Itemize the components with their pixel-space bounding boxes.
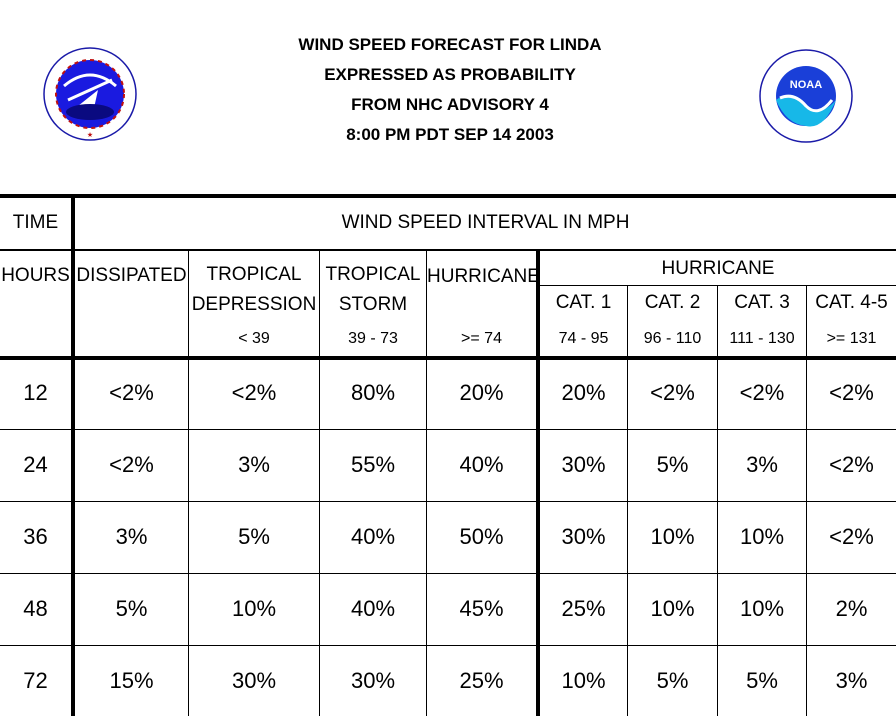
probability-cell: <2% (829, 524, 874, 549)
interval-header: WIND SPEED INTERVAL IN MPH (341, 212, 630, 233)
cat45-header: CAT. 4-5 (815, 292, 888, 313)
probability-cell: <2% (231, 380, 277, 405)
probability-cell: <2% (650, 380, 695, 405)
svg-text:NOAA: NOAA (790, 79, 822, 91)
ts-header-line2: STORM (338, 294, 408, 315)
probability-cell: 80% (350, 380, 396, 405)
hours-cell: 12 (23, 380, 48, 405)
td-header-line1: TROPICAL (206, 264, 302, 285)
probability-cell: 50% (459, 524, 504, 549)
probability-cell: 30% (350, 668, 396, 693)
hours-cell: 36 (23, 524, 48, 549)
probability-cell: 10% (650, 596, 695, 621)
probability-cell: 20% (459, 380, 504, 405)
probability-cell: 5% (656, 452, 689, 477)
cat45-range: >= 131 (826, 330, 877, 347)
hours-cell: 72 (23, 668, 48, 693)
column-divider (627, 286, 628, 716)
row-divider (0, 429, 896, 430)
column-divider (426, 250, 427, 716)
title-line-4: 8:00 PM PDT SEP 14 2003 (346, 125, 554, 144)
probability-cell: 10% (739, 524, 785, 549)
title-line-1: WIND SPEED FORECAST FOR LINDA (298, 35, 602, 54)
probability-cell: 5% (746, 668, 778, 693)
column-divider (806, 286, 807, 716)
row-divider (0, 645, 896, 646)
probability-cell: <2% (739, 380, 785, 405)
svg-text:★: ★ (87, 131, 93, 139)
title-line-2: EXPRESSED AS PROBABILITY (324, 65, 576, 84)
probability-cell: 5% (656, 668, 689, 693)
header-divider (0, 249, 896, 251)
probability-cell: 15% (109, 668, 154, 693)
cat1-header: CAT. 1 (555, 292, 612, 313)
probability-cell: 45% (459, 596, 504, 621)
hurricane-group-rule (536, 250, 540, 716)
probability-cell: <2% (109, 380, 154, 405)
noaa-logo-icon: NOAA (759, 49, 853, 143)
probability-cell: 20% (561, 380, 606, 405)
cat2-range: 96 - 110 (643, 330, 702, 347)
ts-range: 39 - 73 (348, 330, 398, 347)
hours-header: HOURS (1, 265, 70, 286)
hurricane-range: >= 74 (461, 330, 502, 347)
probability-cell: 30% (561, 452, 606, 477)
probability-cell: 40% (350, 524, 396, 549)
hurricane-header: HURRICANE (427, 266, 540, 287)
probability-cell: 10% (650, 524, 695, 549)
column-divider (319, 250, 320, 716)
probability-cell: 25% (459, 668, 504, 693)
probability-cell: 3% (115, 524, 148, 549)
probability-cell: 3% (238, 452, 270, 477)
column-divider (717, 286, 718, 716)
title-line-3: FROM NHC ADVISORY 4 (351, 95, 549, 114)
cat2-header: CAT. 2 (644, 292, 701, 313)
forecast-title: WIND SPEED FORECAST FOR LINDA EXPRESSED … (200, 30, 700, 150)
probability-cell: 2% (835, 596, 868, 621)
probability-cell: 10% (561, 668, 606, 693)
time-header: TIME (12, 212, 59, 233)
header-bottom-rule (0, 356, 896, 360)
cat1-range: 74 - 95 (558, 330, 609, 347)
row-divider (0, 573, 896, 574)
hurricane-group-header: HURRICANE (661, 258, 775, 279)
probability-cell: 10% (231, 596, 277, 621)
ts-header-line1: TROPICAL (325, 264, 421, 285)
cat-divider (538, 285, 896, 286)
td-header-line2: DEPRESSION (191, 294, 317, 315)
probability-cell: 10% (739, 596, 785, 621)
probability-cell: 5% (115, 596, 148, 621)
column-divider (188, 250, 189, 716)
probability-cell: 30% (561, 524, 606, 549)
dissipated-header: DISSIPATED (76, 265, 187, 286)
hours-cell: 24 (23, 452, 48, 477)
td-range: < 39 (238, 330, 270, 347)
probability-cell: 25% (561, 596, 606, 621)
probability-cell: 3% (746, 452, 778, 477)
nws-logo-icon: ★ (43, 47, 137, 141)
probability-cell: <2% (829, 380, 874, 405)
hours-cell: 48 (23, 596, 48, 621)
probability-cell: 40% (350, 596, 396, 621)
row-divider (0, 501, 896, 502)
probability-cell: 40% (459, 452, 504, 477)
table-top-rule (0, 194, 896, 198)
cat3-header: CAT. 3 (734, 292, 790, 313)
probability-cell: <2% (829, 452, 874, 477)
probability-cell: 3% (835, 668, 868, 693)
probability-cell: 30% (231, 668, 277, 693)
cat3-range: 111 - 130 (729, 330, 795, 347)
probability-cell: <2% (109, 452, 154, 477)
probability-cell: 55% (350, 452, 396, 477)
probability-cell: 5% (238, 524, 270, 549)
time-column-rule (71, 196, 75, 716)
